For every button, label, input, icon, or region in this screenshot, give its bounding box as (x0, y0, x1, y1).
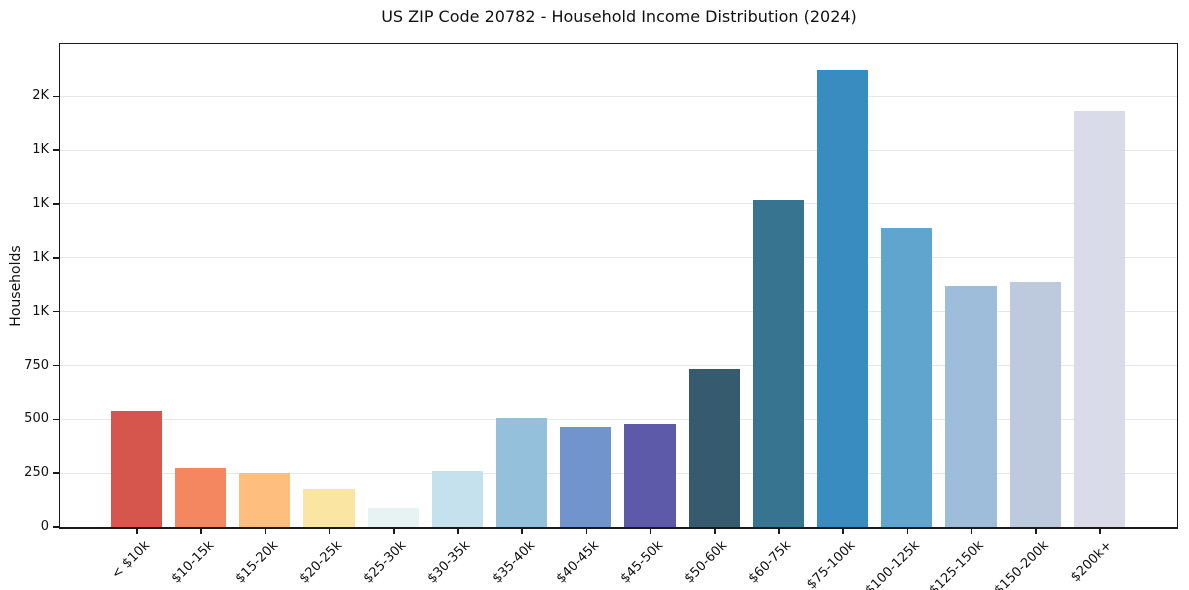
y-tick-mark (53, 149, 59, 151)
x-tick-mark (136, 529, 138, 534)
x-tick-label: $50-60k (681, 538, 731, 587)
x-tick-mark (906, 529, 909, 534)
bar-$45-50k (624, 424, 676, 527)
x-tick-label: $150-200k (991, 538, 1052, 590)
x-tick-label: $100-125k (862, 538, 924, 590)
gridline (60, 472, 1177, 474)
x-tick-mark (842, 529, 844, 534)
x-tick-mark (778, 529, 780, 534)
chart-title: US ZIP Code 20782 - Household Income Dis… (381, 7, 857, 26)
x-tick-mark (393, 529, 395, 534)
bar-$15-20k (239, 473, 291, 527)
y-tick-label: 250 (24, 465, 49, 481)
y-tick-mark (53, 526, 59, 528)
bar-$50-60k (688, 369, 740, 527)
gridline (60, 95, 1177, 97)
x-tick-mark (714, 529, 716, 534)
y-tick-mark (53, 418, 59, 421)
bar-< $10k (110, 410, 163, 527)
gridline (60, 203, 1177, 205)
y-tick-mark (53, 472, 59, 474)
bar-$100-125k (881, 228, 933, 527)
bar-$35-40k (495, 418, 548, 527)
x-tick-label: $25-30k (360, 538, 410, 587)
y-tick-label: 1K (32, 303, 49, 319)
x-tick-label: $60-75k (746, 538, 795, 587)
y-tick-mark (53, 364, 59, 367)
y-tick-label: 500 (24, 411, 49, 427)
gridline (60, 418, 1177, 420)
y-tick-label: 0 (40, 519, 49, 534)
bar-$75-100k (816, 69, 869, 527)
y-tick-label: 2K (32, 88, 49, 104)
bar-$10-15k (174, 468, 227, 527)
x-tick-label: $125-150k (927, 538, 988, 590)
gridline (60, 149, 1177, 151)
plot-area (59, 43, 1178, 529)
bar-$25-30k (367, 507, 419, 527)
y-tick-mark (53, 203, 59, 205)
x-tick-label: $15-20k (232, 538, 282, 587)
bar-$30-35k (431, 470, 484, 527)
x-tick-label: < $10k (108, 538, 153, 583)
x-tick-label: $20-25k (296, 538, 346, 587)
gridline (60, 311, 1177, 312)
x-tick-label: $30-35k (425, 538, 474, 587)
bar-$150-200k (1009, 282, 1061, 527)
x-tick-mark (521, 529, 523, 534)
y-tick-label: 1K (32, 196, 49, 211)
x-tick-mark (970, 529, 973, 534)
x-tick-label: $35-40k (489, 538, 538, 587)
x-tick-mark (649, 529, 652, 534)
y-tick-label: 1K (32, 142, 49, 158)
y-tick-mark (53, 257, 59, 259)
x-tick-mark (1035, 529, 1037, 534)
x-tick-mark (200, 529, 202, 534)
bar-$60-75k (752, 199, 805, 527)
x-tick-mark (328, 529, 331, 534)
x-tick-label: $200k+ (1068, 538, 1116, 586)
x-tick-mark (1099, 529, 1101, 534)
bar-$125-150k (945, 286, 997, 527)
x-tick-label: $10-15k (168, 538, 217, 587)
y-tick-label: 1K (32, 249, 49, 265)
gridline (60, 257, 1177, 259)
y-tick-label: 750 (24, 357, 49, 373)
x-tick-mark (585, 529, 588, 534)
x-tick-mark (457, 529, 459, 534)
x-tick-mark (264, 529, 267, 534)
x-tick-label: $45-50k (617, 538, 667, 587)
y-tick-mark (53, 95, 59, 98)
bar-$20-25k (303, 489, 355, 527)
x-tick-label: $40-45k (553, 538, 603, 587)
bar-$200k+ (1073, 110, 1126, 527)
gridline (60, 364, 1177, 366)
y-tick-mark (53, 310, 59, 313)
x-tick-label: $75-100k (804, 538, 859, 590)
bar-$40-45k (560, 426, 612, 527)
